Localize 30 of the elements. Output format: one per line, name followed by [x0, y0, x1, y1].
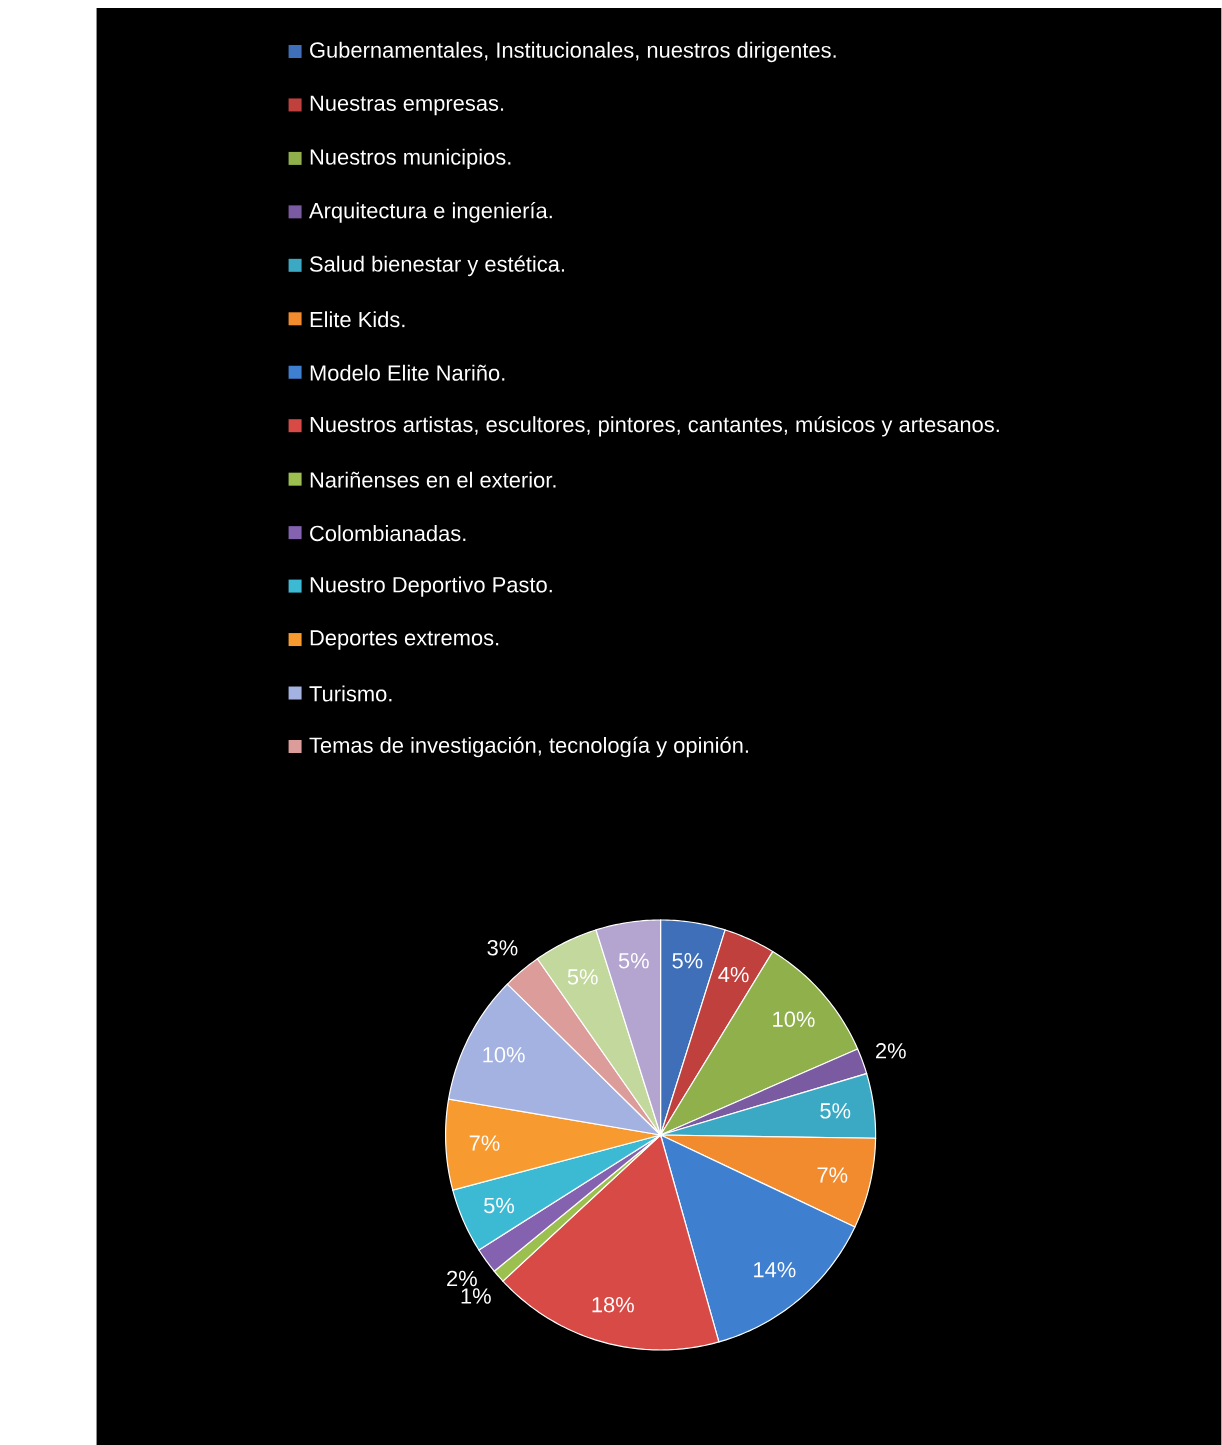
data-label: 14%: [754, 1262, 796, 1278]
data-label: 10%: [483, 1046, 525, 1063]
legend-label: Turismo.: [309, 685, 392, 702]
legend-label: Colombianadas.: [310, 525, 466, 542]
legend-label: Nariñenses en el exterior.: [310, 471, 556, 488]
legend-label: Arquitectura e ingeniería.: [309, 202, 553, 223]
data-label: 10%: [773, 1011, 815, 1027]
data-label: 7%: [469, 1135, 500, 1151]
data-label: 1%: [461, 1288, 492, 1304]
legend-label: Nuestro Deportivo Pasto.: [310, 576, 552, 597]
data-label: 5%: [619, 953, 650, 969]
legend-label: Elite Kids.: [310, 311, 405, 328]
legend-label: Nuestras empresas.: [310, 95, 504, 116]
data-label: 4%: [718, 966, 749, 983]
legend-label: Temas de investigación, tecnología y opinión.: [309, 736, 749, 758]
data-label: 2%: [447, 1270, 478, 1287]
data-label: 18%: [592, 1296, 635, 1313]
data-label: 5%: [820, 1103, 851, 1119]
data-label: 5%: [672, 953, 703, 969]
data-label: 2%: [876, 1043, 906, 1059]
legend-label: Nuestros municipios.: [310, 148, 511, 170]
legend-label: Gubernamentales, Institucionales, nuestros dirigentes.: [310, 41, 836, 63]
data-label: 7%: [817, 1167, 848, 1183]
data-label: 3%: [487, 940, 518, 956]
legend-label: Deportes extremos.: [310, 630, 499, 650]
legend-label: Nuestros artistas, escultores, pintores, cantantes, músicos y artesanos.: [310, 415, 1000, 437]
legend-label: Modelo Elite Nariño.: [310, 364, 505, 381]
data-label: 5%: [484, 1197, 515, 1214]
legend-label: Salud bienestar y estética.: [310, 255, 565, 277]
data-label: 5%: [567, 969, 598, 985]
